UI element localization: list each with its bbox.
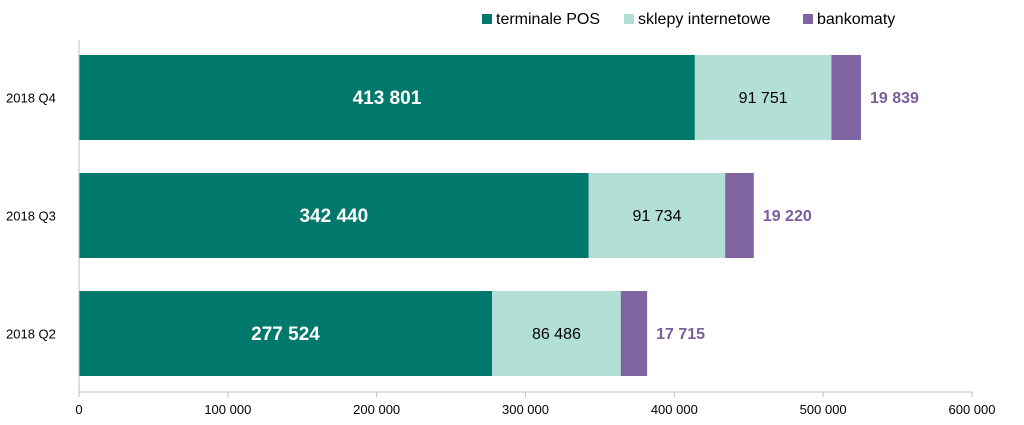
- data-label-bankomaty-2018-Q2: 17 715: [656, 326, 705, 343]
- bars: 413 801 91 751 19 839 342 440 91 734 19 220 27…: [79, 55, 919, 376]
- bar-sklepy-internetowe-2018-Q2: [492, 291, 621, 376]
- bar-bankomaty-2018-Q4: [831, 55, 861, 140]
- bar-terminale-POS-2018-Q3: [79, 173, 589, 258]
- data-label-bankomaty-2018-Q3: 19 220: [763, 208, 812, 225]
- data-label-bankomaty-2018-Q4: 19 839: [870, 90, 919, 107]
- legend: terminale POS sklepy internetowe bankomaty: [482, 11, 895, 28]
- x-axis: 0 100 000 200 000 300 000 400 000 500 000 600 …: [75, 40, 996, 417]
- x-tick-label: 300 000: [502, 402, 549, 417]
- bar-terminale-POS-2018-Q2: [79, 291, 493, 376]
- bar-terminale-POS-2018-Q4: [79, 55, 695, 140]
- data-label-sklepy-internetowe-2018-Q2: 86 486: [532, 326, 581, 343]
- legend-swatch-bankomaty: [803, 14, 813, 24]
- data-label-terminale-POS-2018-Q2: 277 524: [251, 324, 320, 345]
- x-tick-label: 100 000: [204, 402, 251, 417]
- data-label-sklepy-internetowe-2018-Q4: 91 751: [739, 90, 788, 107]
- x-tick-label: 200 000: [353, 402, 400, 417]
- legend-label-bankomaty: bankomaty: [817, 11, 895, 28]
- bar-sklepy-internetowe-2018-Q4: [694, 55, 832, 140]
- bar-bankomaty-2018-Q3: [725, 173, 754, 258]
- x-tick-label: 0: [75, 402, 82, 417]
- legend-label-sklepy-internetowe: sklepy internetowe: [638, 11, 771, 28]
- data-label-terminale-POS-2018-Q4: 413 801: [353, 88, 422, 109]
- legend-swatch-terminale-POS: [482, 14, 492, 24]
- x-tick-label: 400 000: [651, 402, 698, 417]
- x-tick-label: 600 000: [949, 402, 996, 417]
- data-label-sklepy-internetowe-2018-Q3: 91 734: [632, 208, 681, 225]
- category-label: 2018 Q4: [6, 91, 56, 106]
- category-labels: 2018 Q4 2018 Q3 2018 Q2: [6, 91, 56, 342]
- x-tick-label: 500 000: [800, 402, 847, 417]
- bar-sklepy-internetowe-2018-Q3: [588, 173, 726, 258]
- bar-bankomaty-2018-Q2: [620, 291, 648, 376]
- category-label: 2018 Q2: [6, 327, 56, 342]
- category-label: 2018 Q3: [6, 209, 56, 224]
- legend-label-terminale-POS: terminale POS: [496, 11, 600, 28]
- legend-swatch-sklepy-internetowe: [624, 14, 634, 24]
- data-label-terminale-POS-2018-Q3: 342 440: [299, 206, 368, 227]
